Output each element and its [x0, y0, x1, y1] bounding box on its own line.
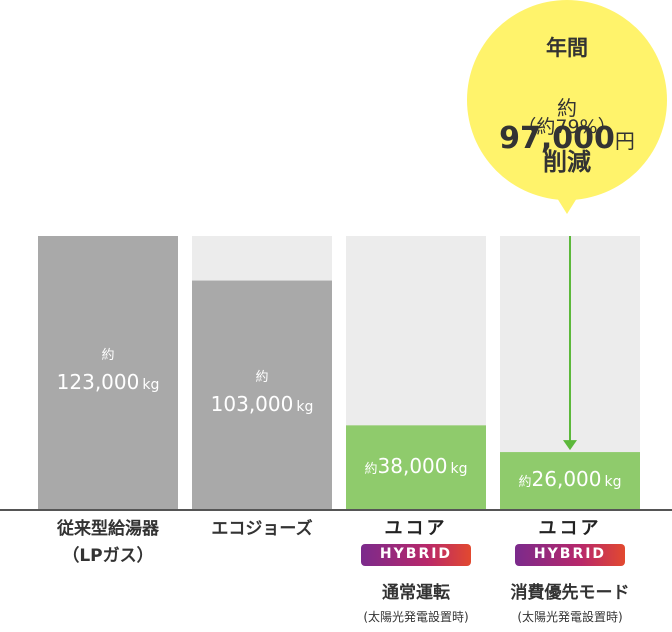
value-prefix: 約	[255, 370, 269, 386]
callout-bubble	[467, 0, 667, 200]
value-number: 103,000	[210, 392, 294, 417]
value-prefix: 約	[518, 475, 532, 491]
callout-prefix: 約	[557, 96, 577, 120]
callout-amount-line: 約 97,000円	[467, 68, 667, 156]
value-unit: kg	[450, 460, 468, 477]
callout-line1: 年間	[546, 36, 588, 60]
category-label: 通常運転	[382, 583, 450, 603]
brand-logo: ユコア	[384, 518, 448, 539]
value-unit: kg	[296, 399, 314, 416]
category-label: 従来型給湯器 （LPガス）	[57, 519, 159, 566]
value-number: 123,000	[56, 370, 140, 394]
category-note: (太陽光発電設置時)	[517, 610, 623, 624]
bar	[38, 236, 178, 510]
badge-background	[515, 544, 625, 566]
value-number: 26,000	[531, 467, 602, 492]
bar	[500, 452, 640, 510]
value-unit: kg	[604, 474, 622, 491]
brand-logo: ユコア	[538, 518, 602, 539]
callout-text: 削減	[543, 148, 591, 176]
value-label: 約38,000 kg	[346, 454, 486, 478]
badge-label: HYBRID	[533, 546, 607, 562]
badge-background	[361, 544, 471, 566]
callout-percent: （約79%）	[517, 116, 617, 138]
value-label: 約 103,000 kg	[192, 365, 332, 420]
value-number: 38,000	[377, 453, 448, 478]
callout-unit: 円	[614, 129, 635, 153]
value-unit: kg	[142, 377, 160, 393]
bar	[346, 425, 486, 510]
category-note: (太陽光発電設置時)	[363, 610, 469, 624]
value-prefix: 約	[364, 461, 378, 477]
value-prefix: 約	[101, 348, 115, 363]
category-label: 消費優先モード	[510, 583, 630, 603]
reduction-arrowhead	[563, 440, 577, 451]
category-label: エコジョーズ	[211, 519, 313, 539]
value-label: 約26,000 kg	[500, 467, 640, 491]
callout-pointer	[557, 198, 577, 214]
bar	[192, 280, 332, 510]
callout-amount: 97,000	[499, 121, 615, 156]
value-label: 約 123,000 kg	[38, 343, 178, 398]
badge-label: HYBRID	[379, 546, 453, 562]
